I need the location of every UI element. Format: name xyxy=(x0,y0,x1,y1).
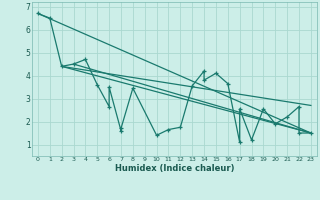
X-axis label: Humidex (Indice chaleur): Humidex (Indice chaleur) xyxy=(115,164,234,173)
